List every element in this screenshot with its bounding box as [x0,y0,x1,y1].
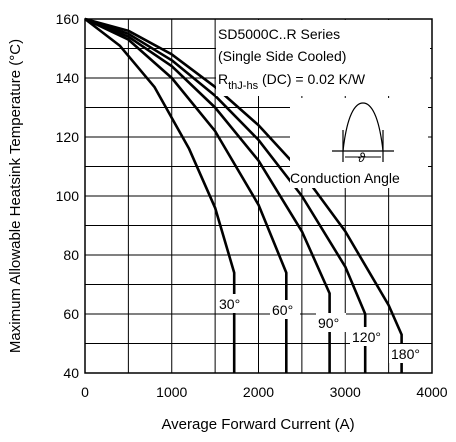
cooling-note: (Single Side Cooled) [218,48,346,64]
y-tick-label: 140 [56,70,80,86]
label-bg-30 [217,294,247,313]
rth-value: (DC) = 0.02 K/W [258,71,366,87]
label-bg-180 [389,344,427,363]
annotation-background [216,20,430,96]
series-line-3 [84,17,331,373]
curve-label-30: 30° [219,296,240,312]
plot-frame [84,18,433,374]
conduction-angle-label: Conduction Angle [290,170,400,186]
inset-background [290,98,428,188]
label-bg-120 [350,327,388,346]
y-tick-labels: 40 60 80 100 120 140 160 [56,11,80,381]
inset-waveform [342,102,384,152]
curve-label-120: 120° [352,329,381,345]
y-tick-label: 100 [56,188,80,204]
label-bg-90 [316,313,346,332]
series-title: SD5000C..R Series [218,26,340,42]
x-tick-label: 2000 [243,384,274,400]
curve-labels: 30° 60° 90° 120° 180° [217,294,427,363]
series-line-5 [84,17,403,373]
conduction-angle-inset: ϑ Conduction Angle [290,98,428,188]
x-tick-label: 4000 [416,384,447,400]
curve-label-90: 90° [318,315,339,331]
y-tick-label: 60 [63,306,79,322]
inset-angle-symbol: ϑ [358,150,366,165]
y-tick-label: 120 [56,129,80,145]
y-tick-label: 160 [56,11,80,27]
x-axis-title: Average Forward Current (A) [161,416,354,433]
curve-label-60: 60° [272,302,293,318]
curve-label-180: 180° [391,346,420,362]
y-axis-title: Maximum Allowable Heatsink Temperature (… [7,39,24,353]
rth-subscript: thJ-hs [228,80,258,92]
series-line-4 [84,17,367,373]
x-tick-label: 1000 [156,384,187,400]
y-tick-label: 40 [63,365,79,381]
thermal-resistance: RthJ-hs (DC) = 0.02 K/W [218,71,366,92]
x-tick-label: 0 [81,384,89,400]
series-line-2 [84,17,288,373]
x-tick-label: 3000 [330,384,361,400]
x-tick-labels: 0 1000 2000 3000 4000 [81,384,448,400]
label-bg-60 [270,300,300,319]
y-tick-label: 80 [63,247,79,263]
rth-prefix: R [218,71,228,87]
series-line-1 [84,17,236,373]
curves [84,17,403,373]
